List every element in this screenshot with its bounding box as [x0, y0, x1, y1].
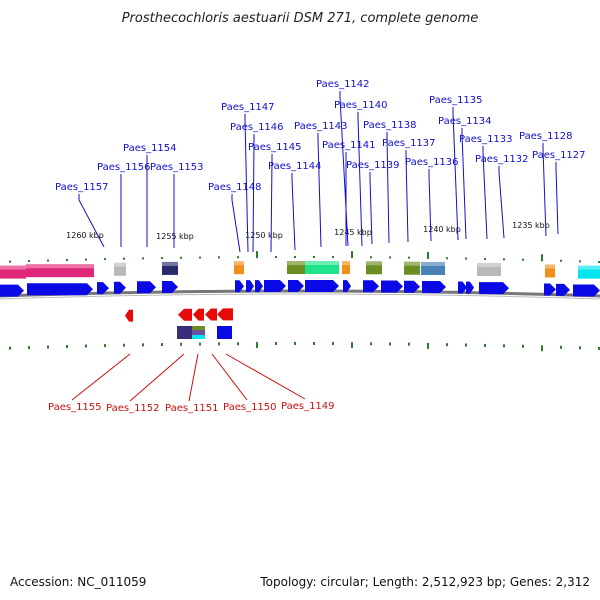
reverse-gene-label: Paes_1149 [281, 401, 335, 412]
scale-label: 1235 kbp [512, 221, 550, 230]
forward-gene-label: Paes_1145 [248, 142, 302, 153]
map-title: Prosthecochloris aestuarii DSM 271, comp… [122, 11, 479, 26]
forward-gene-label: Paes_1156 [97, 162, 151, 173]
forward-gene-label: Paes_1143 [294, 121, 348, 132]
reverse-cog-blocks [177, 326, 232, 339]
forward-gene-label: Paes_1147 [221, 102, 275, 113]
cog-block-highlight [162, 262, 178, 266]
genome-map: Prosthecochloris aestuarii DSM 271, comp… [0, 0, 600, 600]
cog-block [192, 326, 205, 330]
forward-gene-leader [499, 166, 504, 238]
reverse-gene-leader [189, 354, 198, 401]
forward-gene-leader [232, 194, 240, 252]
reverse-gene-label: Paes_1152 [106, 403, 160, 414]
forward-gene-label: Paes_1157 [55, 182, 109, 193]
reverse-gene-arrow [125, 310, 133, 322]
forward-gene-arrow [27, 283, 93, 295]
cog-block-highlight [26, 264, 94, 268]
cog-block-highlight [421, 262, 445, 266]
reverse-gene-arrow [205, 308, 217, 320]
cog-block [192, 335, 205, 339]
forward-gene-label: Paes_1128 [519, 131, 573, 142]
summary-text: Topology: circular; Length: 2,512,923 bp… [259, 575, 590, 589]
cog-block-highlight [477, 263, 501, 267]
forward-gene-label: Paes_1139 [346, 160, 400, 171]
reverse-gene-label: Paes_1155 [48, 402, 102, 413]
accession-text: Accession: NC_011059 [10, 575, 146, 589]
forward-gene-leader [292, 173, 295, 250]
forward-gene-label: Paes_1140 [334, 100, 388, 111]
reverse-gene-label: Paes_1150 [223, 402, 277, 413]
forward-gene-label: Paes_1146 [230, 122, 284, 133]
forward-gene-arrow [305, 280, 339, 292]
forward-gene-leader [318, 133, 321, 247]
cog-block-highlight [545, 264, 555, 268]
cog-block-highlight [342, 261, 350, 265]
forward-gene-leader [358, 112, 362, 246]
scale-label: 1255 kbp [156, 232, 194, 241]
cog-block-highlight [404, 262, 420, 266]
scale-label: 1245 kbp [334, 228, 372, 237]
cog-block-highlight [578, 266, 600, 270]
reverse-gene-leader [130, 354, 184, 401]
cog-block-highlight [305, 261, 339, 265]
reverse-gene-arrow [178, 309, 192, 321]
forward-gene-label: Paes_1144 [268, 161, 322, 172]
reverse-genes [125, 308, 233, 321]
reverse-gene-leader [226, 354, 305, 399]
reverse-gene-leader [72, 354, 130, 400]
cog-block [177, 326, 192, 339]
forward-gene-label: Paes_1142 [316, 79, 370, 90]
forward-gene-arrow [479, 282, 509, 294]
forward-gene-label: Paes_1132 [475, 154, 529, 165]
cog-block [217, 326, 232, 339]
cog-block-highlight [0, 266, 26, 270]
scale-ticks-lower [10, 342, 599, 351]
forward-gene-label: Paes_1154 [123, 143, 177, 154]
forward-gene-label: Paes_1134 [438, 116, 492, 127]
reverse-gene-arrow [193, 309, 204, 321]
scale-labels: 1260 kbp 1255 kbp 1250 kbp 1245 kbp 1240 kbp… [66, 221, 550, 241]
forward-gene-label: Paes_1153 [150, 162, 204, 173]
cog-block-highlight [287, 261, 305, 265]
cog-block-highlight [114, 263, 126, 267]
forward-gene-leader [556, 162, 558, 234]
reverse-gene-arrow [217, 308, 233, 320]
forward-gene-label: Paes_1135 [429, 95, 483, 106]
forward-gene-label: Paes_1138 [363, 120, 417, 131]
reverse-gene-leader [212, 354, 247, 400]
cog-block [192, 330, 205, 335]
forward-gene-label: Paes_1141 [322, 140, 376, 151]
cog-blocks [0, 261, 600, 279]
cog-block-highlight [366, 261, 382, 265]
forward-gene-label: Paes_1133 [459, 134, 513, 145]
scale-label: 1240 kbp [423, 225, 461, 234]
reverse-gene-labels: Paes_1155 Paes_1152 Paes_1151 Paes_1150 Paes… [48, 354, 335, 414]
forward-gene-label: Paes_1127 [532, 150, 586, 161]
reverse-gene-label: Paes_1151 [165, 403, 219, 414]
forward-gene-label: Paes_1137 [382, 138, 436, 149]
cog-block-highlight [234, 261, 244, 265]
forward-gene-labels: Paes_1157 Paes_1156 Paes_1154 Paes_1153 Paes… [55, 79, 586, 252]
forward-gene-label: Paes_1136 [405, 157, 459, 168]
scale-label: 1250 kbp [245, 231, 283, 240]
